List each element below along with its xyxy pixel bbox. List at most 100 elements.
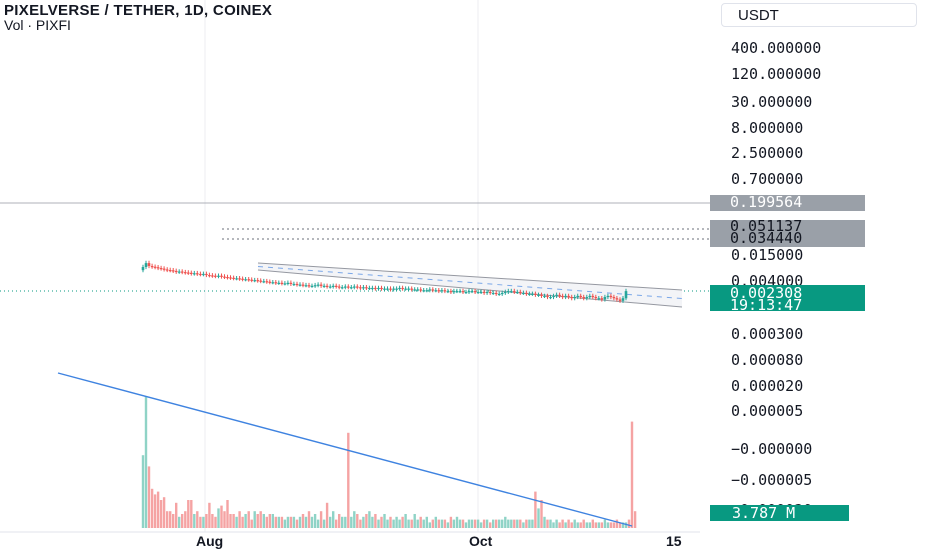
volume-bar [458,519,462,528]
volume-bar [600,522,603,528]
channel-fill [258,263,682,307]
volume-bar [362,516,365,528]
candle-body [419,289,422,291]
candle-body [174,270,178,273]
level-0-199564-tag [710,195,865,211]
volume-bar [449,516,453,528]
candle-body [187,272,190,274]
volume-bar [304,516,308,528]
volume-bar [395,516,398,528]
currency-selector[interactable]: USDT [721,3,917,27]
candle-body [507,291,510,293]
volume-bar [443,519,447,528]
candle-body [256,280,259,282]
volume-bar [419,516,422,528]
candle-body [621,298,625,301]
time-axis-label: Oct [469,533,493,549]
volume-bar [241,516,244,528]
volume-bar [543,516,546,528]
candle-body [292,283,296,286]
candle-body [304,285,308,287]
volume-bar [202,516,205,528]
volume-bar [159,500,163,528]
candle-body [313,285,317,287]
candle-body [422,290,425,292]
candle-body [344,286,347,288]
candle-body [534,293,537,295]
candle-body [461,291,465,293]
candle-body [440,290,444,292]
volume-bar [479,522,483,528]
candle-body [567,295,570,298]
price-axis-label: 8.000000 [731,119,803,137]
volume-bar [452,519,456,528]
candle-body [368,287,371,290]
volume-bar [522,522,525,528]
candle-body [356,286,359,288]
candle-body [229,277,232,279]
candle-body [208,275,211,277]
candle-body [277,282,281,284]
volume-bar [489,522,492,528]
volume-bar [525,519,528,528]
candle-body [180,271,184,273]
candle-body [310,285,314,287]
candle-body [150,266,154,268]
candle-body [190,272,193,274]
candle-body [274,282,278,284]
candle-body [235,278,238,280]
volume-bar [618,522,622,528]
candle-body [398,287,401,290]
volume-bar [181,514,184,528]
volume-bar [609,522,613,528]
volume-bar [301,514,305,528]
volume-bar [431,519,434,528]
candle-body [241,278,244,280]
volume-bar [271,514,274,528]
channel-lower-line [257,269,683,308]
candle-body [331,285,335,287]
volume-bar [162,497,166,528]
candle-body [147,263,151,266]
price-axis-label: 0.015000 [731,246,803,264]
candle-body [350,287,353,289]
candle-body [247,279,250,281]
volume-bar [386,519,389,528]
volume-bar [425,516,428,528]
volume-bar [504,516,507,528]
candle-body [609,295,613,298]
candle-body [365,287,368,289]
volume-bar [594,522,597,528]
volume-bar [178,516,181,528]
candle-body [202,273,205,276]
volume-bar [265,516,268,528]
countdown-label: 19:13:47 [730,296,802,314]
candle-body [564,295,567,298]
candle-body [359,287,362,289]
candle-body [573,297,576,299]
time-axis-label: 15 [666,533,682,549]
volume-bar [519,519,522,528]
volume-bar [307,511,311,528]
candle-body [205,273,208,276]
volume-bar [347,432,350,528]
candle-body [555,294,558,296]
candle-body [404,288,407,290]
currency-label: USDT [738,7,779,24]
volume-bar [591,519,594,528]
candle-body [546,295,549,298]
volume-bar [549,519,552,528]
volume-bar [332,511,335,528]
candle-body [377,287,380,290]
volume-bar [153,494,157,528]
volume-bar [335,519,338,528]
volume-bar [482,519,486,528]
price-axis-label: 0.000300 [731,325,803,343]
volume-bar [473,519,477,528]
volume-bar [407,519,410,528]
price-axis-label: −0.000000 [731,440,812,458]
volume-bar [223,511,226,528]
candle-body [268,281,272,283]
volume-bar [567,519,570,528]
